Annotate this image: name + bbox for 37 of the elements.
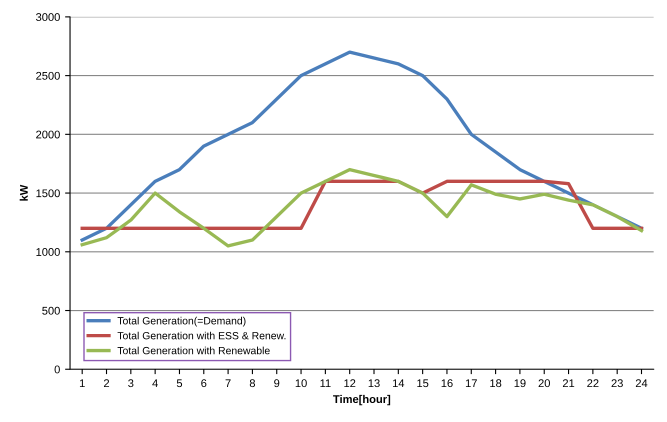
x-tick-label: 16 (442, 379, 453, 388)
x-tick-label: 19 (514, 379, 526, 388)
legend-label: Total Generation with Renewable (118, 346, 270, 354)
x-tick-label: 5 (176, 379, 182, 388)
x-tick-label: 11 (320, 379, 331, 388)
x-tick-label: 12 (344, 379, 356, 388)
x-tick-label: 22 (587, 379, 598, 388)
y-tick-label: 0 (54, 366, 60, 374)
line-series (80, 168, 644, 248)
x-tick-label: 2 (104, 379, 110, 388)
y-tick-label: 2500 (36, 72, 60, 80)
x-tick-label: 7 (226, 379, 231, 388)
x-tick-label: 18 (490, 379, 502, 388)
x-tick-label: 21 (562, 379, 574, 388)
x-tick-label: 13 (368, 379, 380, 388)
x-tick-label: 3 (128, 379, 134, 388)
x-tick-label: 20 (538, 379, 550, 388)
y-axis-title: kW (20, 184, 28, 201)
x-tick-label: 23 (612, 379, 623, 388)
y-tick-label: 2000 (36, 130, 60, 138)
x-tick-label: 8 (250, 379, 256, 388)
x-tick-label: 1 (80, 379, 85, 388)
legend-label: Total Generation(=Demand) (118, 316, 246, 327)
y-tick-label: 500 (42, 306, 60, 315)
legend-label: Total Generation with ESS & Renew. (118, 332, 286, 340)
y-tick-label: 1000 (36, 248, 60, 256)
y-tick-label: 3000 (36, 13, 60, 22)
y-tick-label: 1500 (36, 189, 60, 198)
x-tick-label: 4 (152, 379, 158, 388)
x-tick-label: 17 (466, 379, 477, 388)
x-tick-label: 9 (274, 379, 280, 388)
x-axis-title: Time[hour] (333, 394, 390, 406)
x-tick-label: 6 (201, 379, 206, 388)
x-tick-label: 15 (417, 379, 428, 388)
x-tick-label: 14 (392, 379, 404, 388)
x-tick-label: 10 (296, 379, 307, 388)
x-tick-label: 24 (636, 379, 648, 388)
